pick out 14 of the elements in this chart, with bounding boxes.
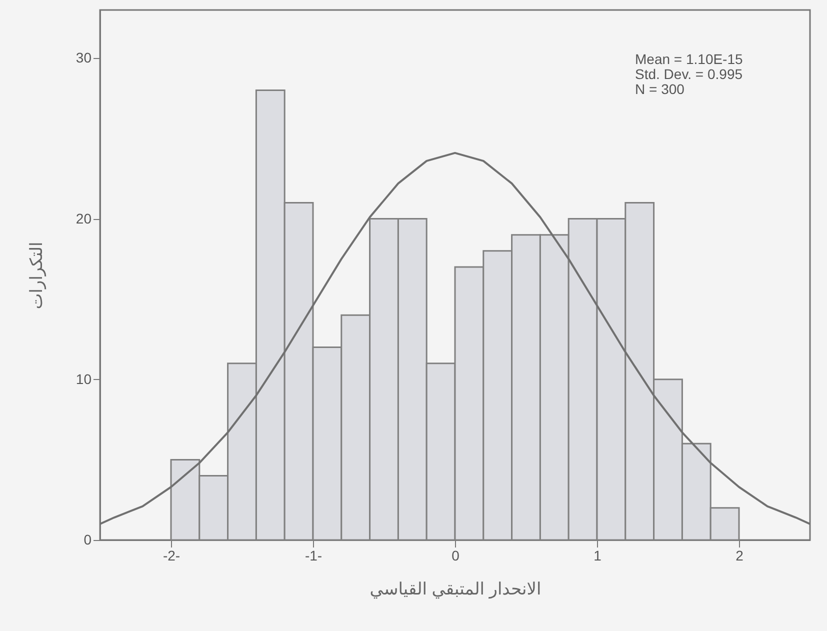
annotation: Std. Dev. = 0.995 xyxy=(635,66,743,82)
x-tick-label: -2- xyxy=(162,548,180,564)
y-axis-title: التكرارات xyxy=(26,242,47,310)
y-tick-label: 10 xyxy=(76,370,92,387)
x-tick-label: 2 xyxy=(736,548,744,564)
x-axis-title: الانحدار المتبقي القياسي xyxy=(370,580,542,600)
y-tick-label: 0 xyxy=(84,532,92,548)
annotation: N = 300 xyxy=(635,81,685,97)
x-tick-label: 1 xyxy=(594,548,602,564)
y-tick-label: 30 xyxy=(76,50,92,66)
annotation: Mean = 1.10E-15 xyxy=(635,51,744,67)
y-tick-label: 20 xyxy=(76,210,92,226)
x-tick-label: -1- xyxy=(304,548,322,564)
x-tick-label: 0 xyxy=(452,548,460,564)
